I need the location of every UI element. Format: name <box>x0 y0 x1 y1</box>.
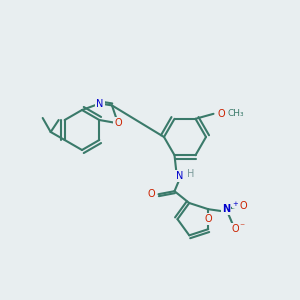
Text: CH₃: CH₃ <box>227 109 244 118</box>
Text: O: O <box>231 224 239 234</box>
Text: H: H <box>187 169 194 179</box>
Text: +: + <box>232 201 238 207</box>
Text: O: O <box>239 201 247 211</box>
Text: N: N <box>96 98 103 109</box>
Text: N: N <box>222 204 230 214</box>
Text: ⁻: ⁻ <box>240 222 245 232</box>
Text: O: O <box>148 189 155 199</box>
Text: O: O <box>204 214 212 224</box>
Text: N: N <box>176 171 183 181</box>
Text: O: O <box>218 109 225 119</box>
Text: O: O <box>114 118 122 128</box>
